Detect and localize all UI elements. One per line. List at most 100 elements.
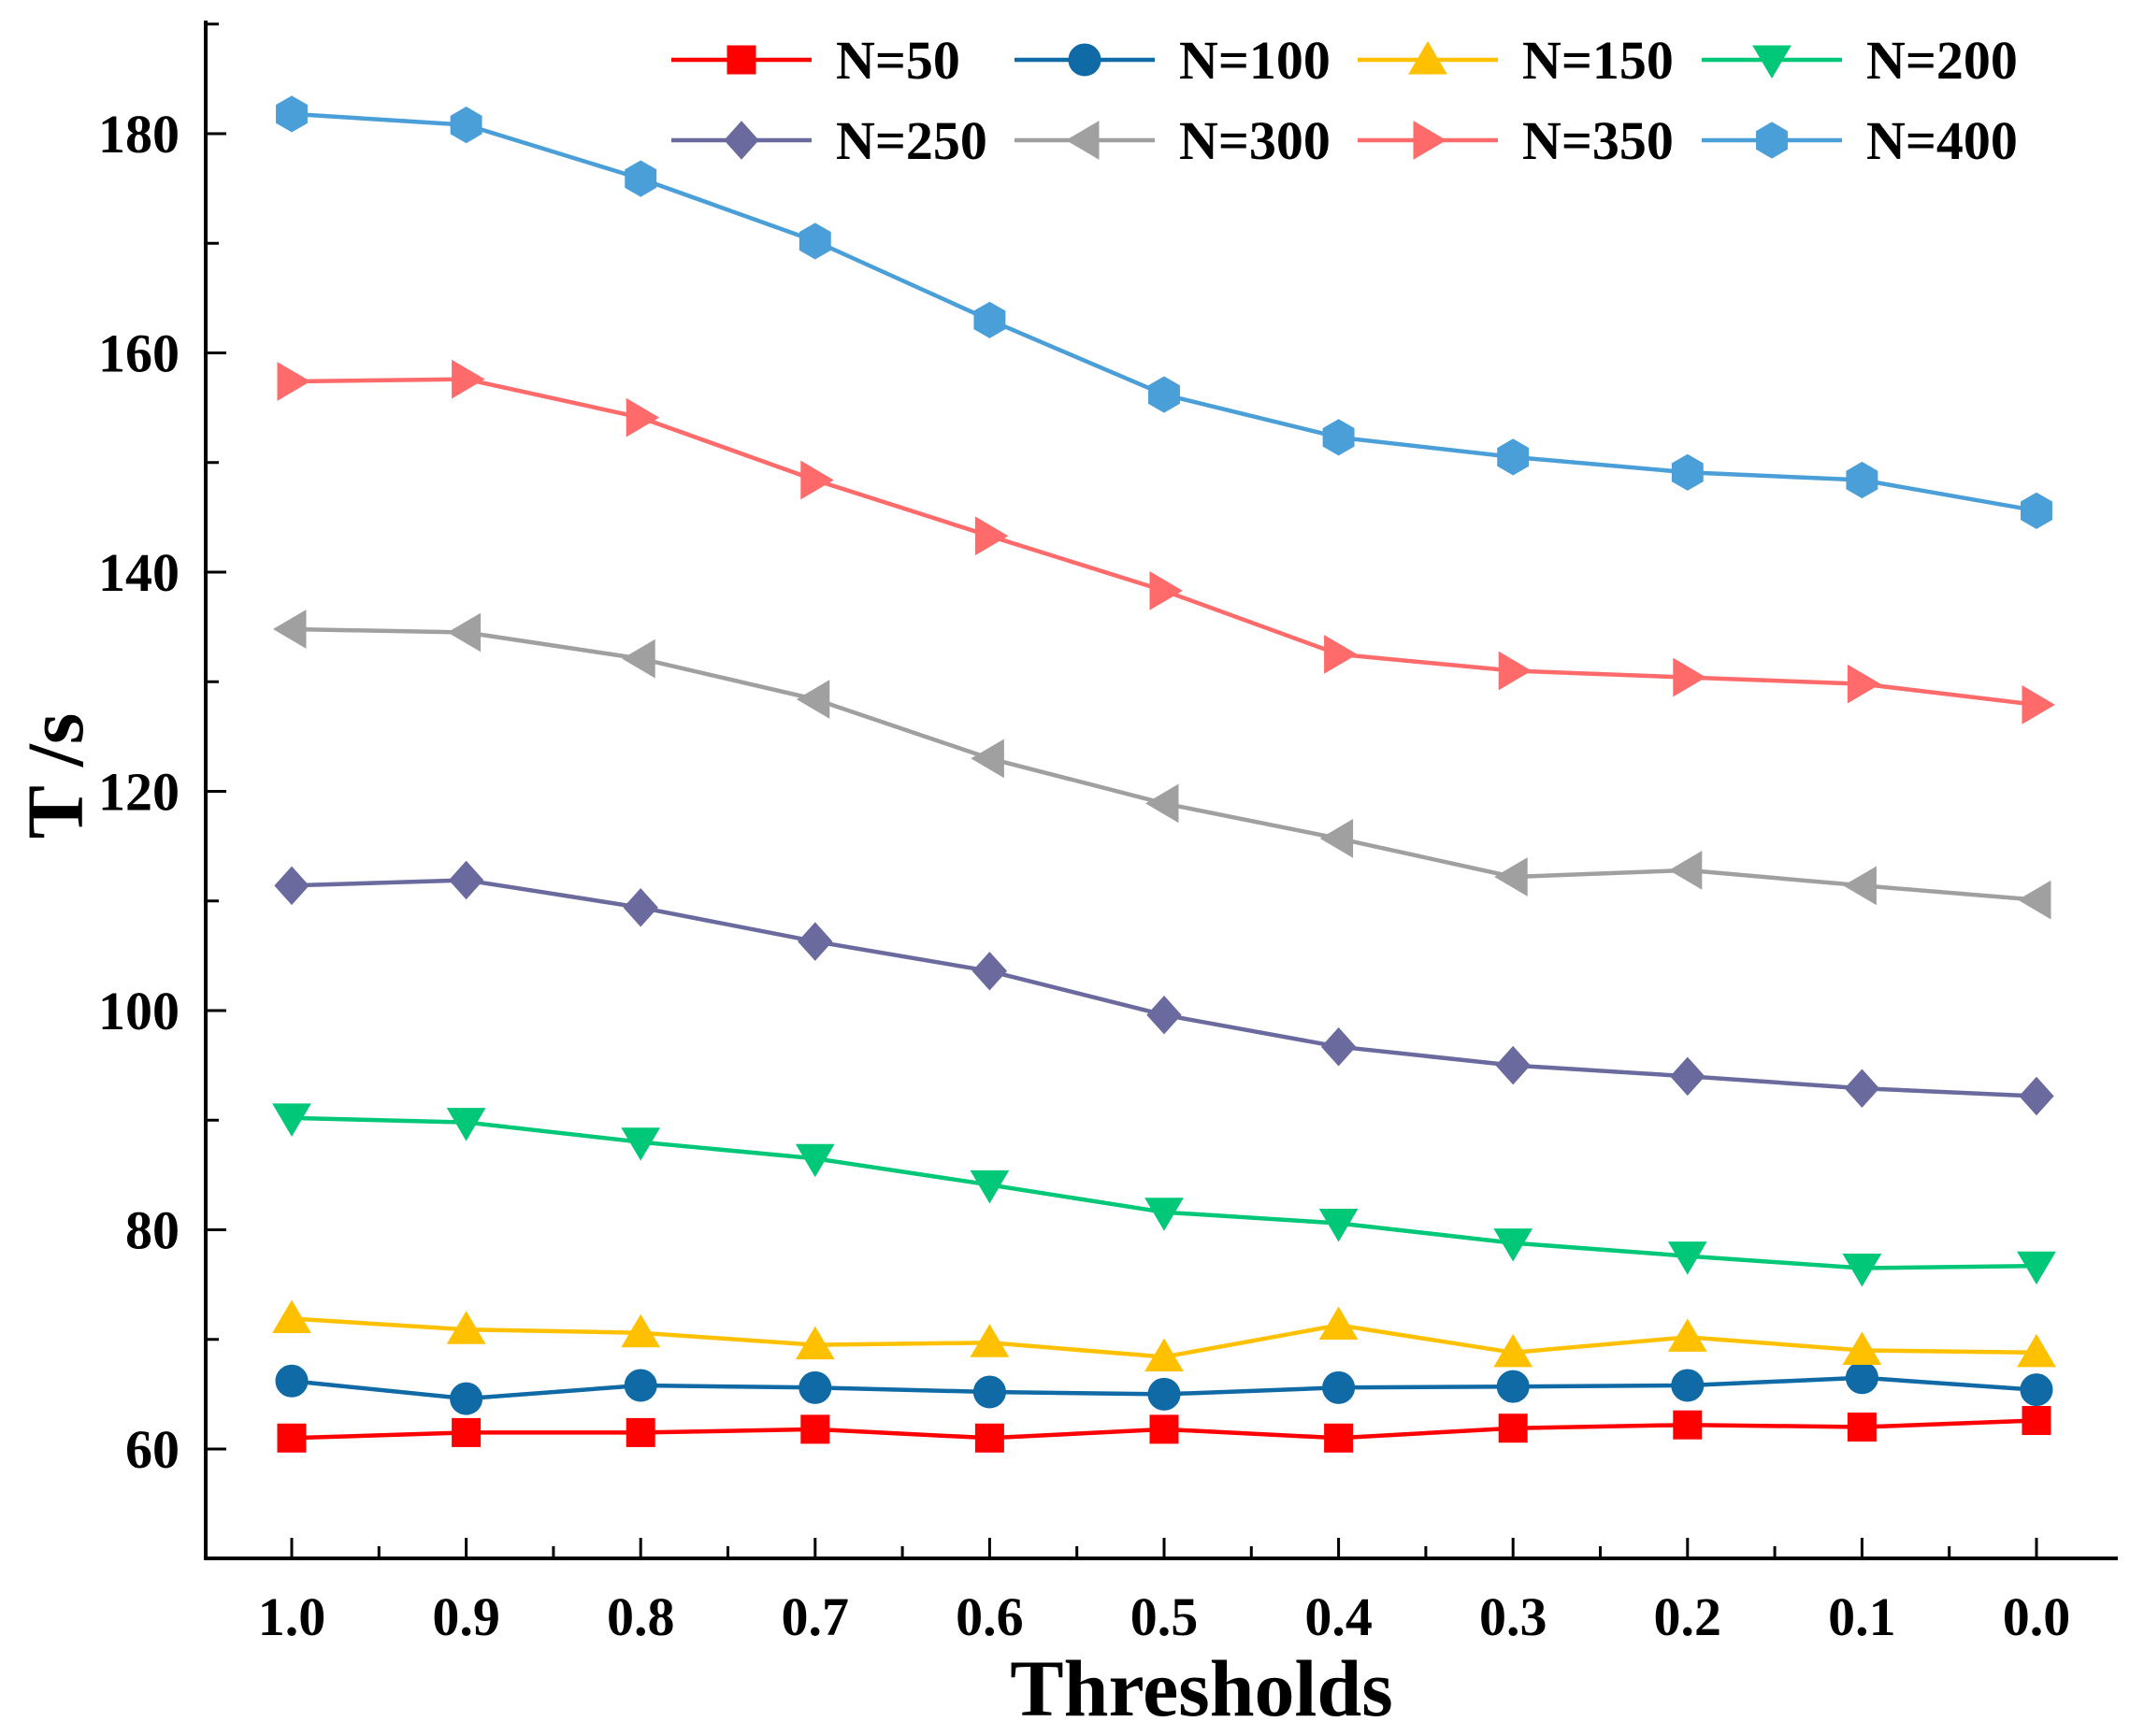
legend-item-n50: N=50 (671, 30, 960, 91)
data-point (2022, 684, 2055, 725)
x-tick-label: 0.7 (782, 1586, 850, 1647)
x-tick-label: 0.3 (1479, 1586, 1547, 1647)
data-point (1319, 819, 1354, 858)
y-tick-label: 180 (98, 104, 180, 165)
y-tick-label: 160 (98, 323, 180, 384)
series-line-n300 (291, 626, 2037, 902)
data-point (1144, 1338, 1184, 1372)
data-point (1843, 866, 1877, 906)
legend-label: N=300 (1179, 110, 1331, 171)
legend-label: N=350 (1522, 110, 1674, 171)
series-line-n200 (291, 1115, 2037, 1270)
data-point (446, 1311, 486, 1344)
data-point (452, 1417, 482, 1447)
y-tick-label: 120 (98, 762, 180, 823)
data-point (1324, 635, 1358, 674)
data-point (1149, 571, 1183, 610)
x-tick-label: 0.0 (2003, 1586, 2071, 1647)
data-point (1668, 851, 1703, 890)
data-point (1318, 1306, 1359, 1341)
x-tick-label: 0.2 (1654, 1586, 1722, 1647)
series-line-n250 (291, 878, 2037, 1098)
legend-marker (1752, 45, 1791, 79)
data-point (1493, 1228, 1533, 1262)
data-point (2022, 1406, 2051, 1436)
legend-marker (724, 121, 759, 160)
data-point (446, 1108, 486, 1141)
data-point (621, 1127, 661, 1161)
data-point (974, 1423, 1004, 1453)
data-point (1322, 1370, 1356, 1404)
data-point (1144, 1198, 1184, 1231)
data-point (1667, 1318, 1707, 1352)
data-point (799, 1370, 832, 1404)
data-point (970, 1324, 1010, 1357)
data-point (798, 922, 833, 961)
data-point (1324, 1423, 1354, 1453)
legend-marker (1413, 121, 1446, 160)
data-point (971, 952, 1008, 991)
data-point (623, 888, 658, 927)
legend-marker (1066, 121, 1100, 160)
data-point (1149, 1414, 1179, 1444)
series-markers (272, 95, 2056, 1453)
legend-item-n200: N=200 (1702, 30, 2018, 91)
x-tick-label: 0.6 (956, 1586, 1024, 1647)
legend-marker (1408, 41, 1447, 75)
data-point (277, 362, 310, 401)
legend-item-n100: N=100 (1014, 30, 1331, 91)
data-point (1145, 783, 1179, 824)
data-point (1673, 657, 1706, 697)
data-point (1495, 1045, 1531, 1085)
data-point (275, 1364, 309, 1398)
legend-item-n150: N=150 (1358, 30, 1674, 91)
data-point (452, 359, 485, 399)
data-point (1842, 1331, 1882, 1365)
legend-item-n300: N=300 (1014, 110, 1331, 171)
y-tick-label: 60 (125, 1419, 180, 1480)
data-point (1147, 1377, 1181, 1411)
data-point (621, 1313, 661, 1348)
data-point (800, 460, 834, 500)
y-tick-label: 80 (125, 1200, 180, 1261)
data-point (1847, 664, 1881, 704)
data-point (1494, 857, 1528, 897)
data-point (1670, 1056, 1705, 1097)
data-point (622, 638, 655, 679)
legend-label: N=100 (1179, 30, 1331, 91)
series-line-n400 (291, 111, 2037, 513)
data-point (795, 1326, 835, 1360)
data-point (1318, 1208, 1359, 1242)
data-point (1498, 651, 1532, 691)
data-point (1497, 438, 1530, 476)
data-point (1496, 1370, 1530, 1403)
data-point (1148, 376, 1180, 413)
data-point (1847, 1413, 1877, 1442)
data-point (1146, 995, 1182, 1035)
data-point (448, 860, 484, 900)
legend-label: N=150 (1522, 30, 1674, 91)
x-tick-label: 0.1 (1828, 1586, 1896, 1647)
data-point (272, 1299, 311, 1333)
data-point (1845, 1361, 1878, 1395)
legend-item-n350: N=350 (1358, 110, 1674, 171)
data-point (973, 301, 1006, 338)
x-tick-label: 1.0 (258, 1586, 326, 1647)
data-point (1322, 419, 1355, 456)
legend-label: N=250 (836, 110, 987, 171)
data-point (974, 516, 1009, 556)
data-point (1671, 453, 1704, 491)
legend-label: N=400 (1866, 110, 2018, 171)
legend-marker (1756, 122, 1788, 159)
data-point (2019, 1076, 2054, 1116)
data-point (1493, 1333, 1533, 1368)
legend-label: N=200 (1866, 30, 2018, 91)
data-point (2017, 1333, 2056, 1368)
legend-item-n250: N=250 (671, 110, 987, 171)
data-point (625, 160, 657, 197)
legend-marker (727, 45, 756, 75)
data-point (1320, 1026, 1357, 1067)
data-point (972, 1375, 1006, 1409)
data-point (796, 680, 830, 719)
